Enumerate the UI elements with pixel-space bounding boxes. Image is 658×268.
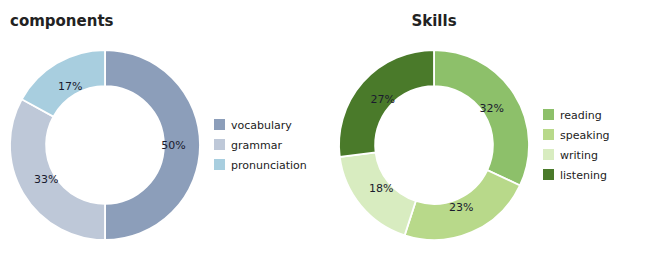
legend-item: writing — [543, 149, 598, 162]
data-label: 23% — [449, 201, 473, 214]
legend-swatch — [543, 129, 554, 140]
data-labels: 50% 33% 17% — [34, 80, 186, 187]
legend-swatch — [214, 159, 225, 170]
donut-slice — [434, 50, 529, 185]
legend-label: writing — [560, 149, 598, 162]
legend-label: listening — [560, 169, 607, 182]
legend-item: grammar — [214, 139, 282, 152]
donut-panel: Skills 32% 23% 18% 27% reading speaking writing… — [339, 12, 610, 240]
legend-swatch — [214, 139, 225, 150]
legend-swatch — [543, 109, 554, 120]
legend-label: grammar — [231, 139, 282, 152]
legend-label: vocabulary — [231, 119, 292, 132]
data-label: 32% — [480, 102, 504, 115]
chart-title: components — [10, 12, 114, 30]
data-labels: 32% 23% 18% 27% — [369, 93, 504, 214]
legend-item: pronunciation — [214, 159, 307, 172]
donut-slice — [340, 152, 416, 235]
legend-swatch — [543, 149, 554, 160]
legend-item: listening — [543, 169, 607, 182]
legend: vocabulary grammar pronunciation — [214, 119, 307, 172]
legend-item: speaking — [543, 129, 610, 142]
legend-swatch — [543, 169, 554, 180]
chart-title: Skills — [411, 12, 456, 30]
data-label: 33% — [34, 173, 58, 186]
legend-item: reading — [543, 109, 602, 122]
legend-label: speaking — [560, 129, 610, 142]
slices — [339, 50, 529, 240]
data-label: 27% — [370, 93, 394, 106]
chart-root: components 50% 33% 17% vocabulary grammar pron… — [0, 0, 658, 268]
legend-label: pronunciation — [231, 159, 307, 172]
slices — [10, 50, 200, 240]
legend-item: vocabulary — [214, 119, 292, 132]
legend-label: reading — [560, 109, 602, 122]
donut-slice — [405, 170, 520, 240]
data-label: 50% — [161, 139, 185, 152]
donut-slice — [10, 99, 105, 240]
donut-slice — [339, 50, 434, 157]
donut-slice — [105, 50, 200, 240]
data-label: 18% — [369, 182, 393, 195]
donut-panel: components 50% 33% 17% vocabulary grammar pron… — [10, 12, 307, 240]
legend: reading speaking writing listening — [543, 109, 610, 182]
donut-slice — [22, 50, 105, 117]
data-label: 17% — [58, 80, 82, 93]
legend-swatch — [214, 119, 225, 130]
